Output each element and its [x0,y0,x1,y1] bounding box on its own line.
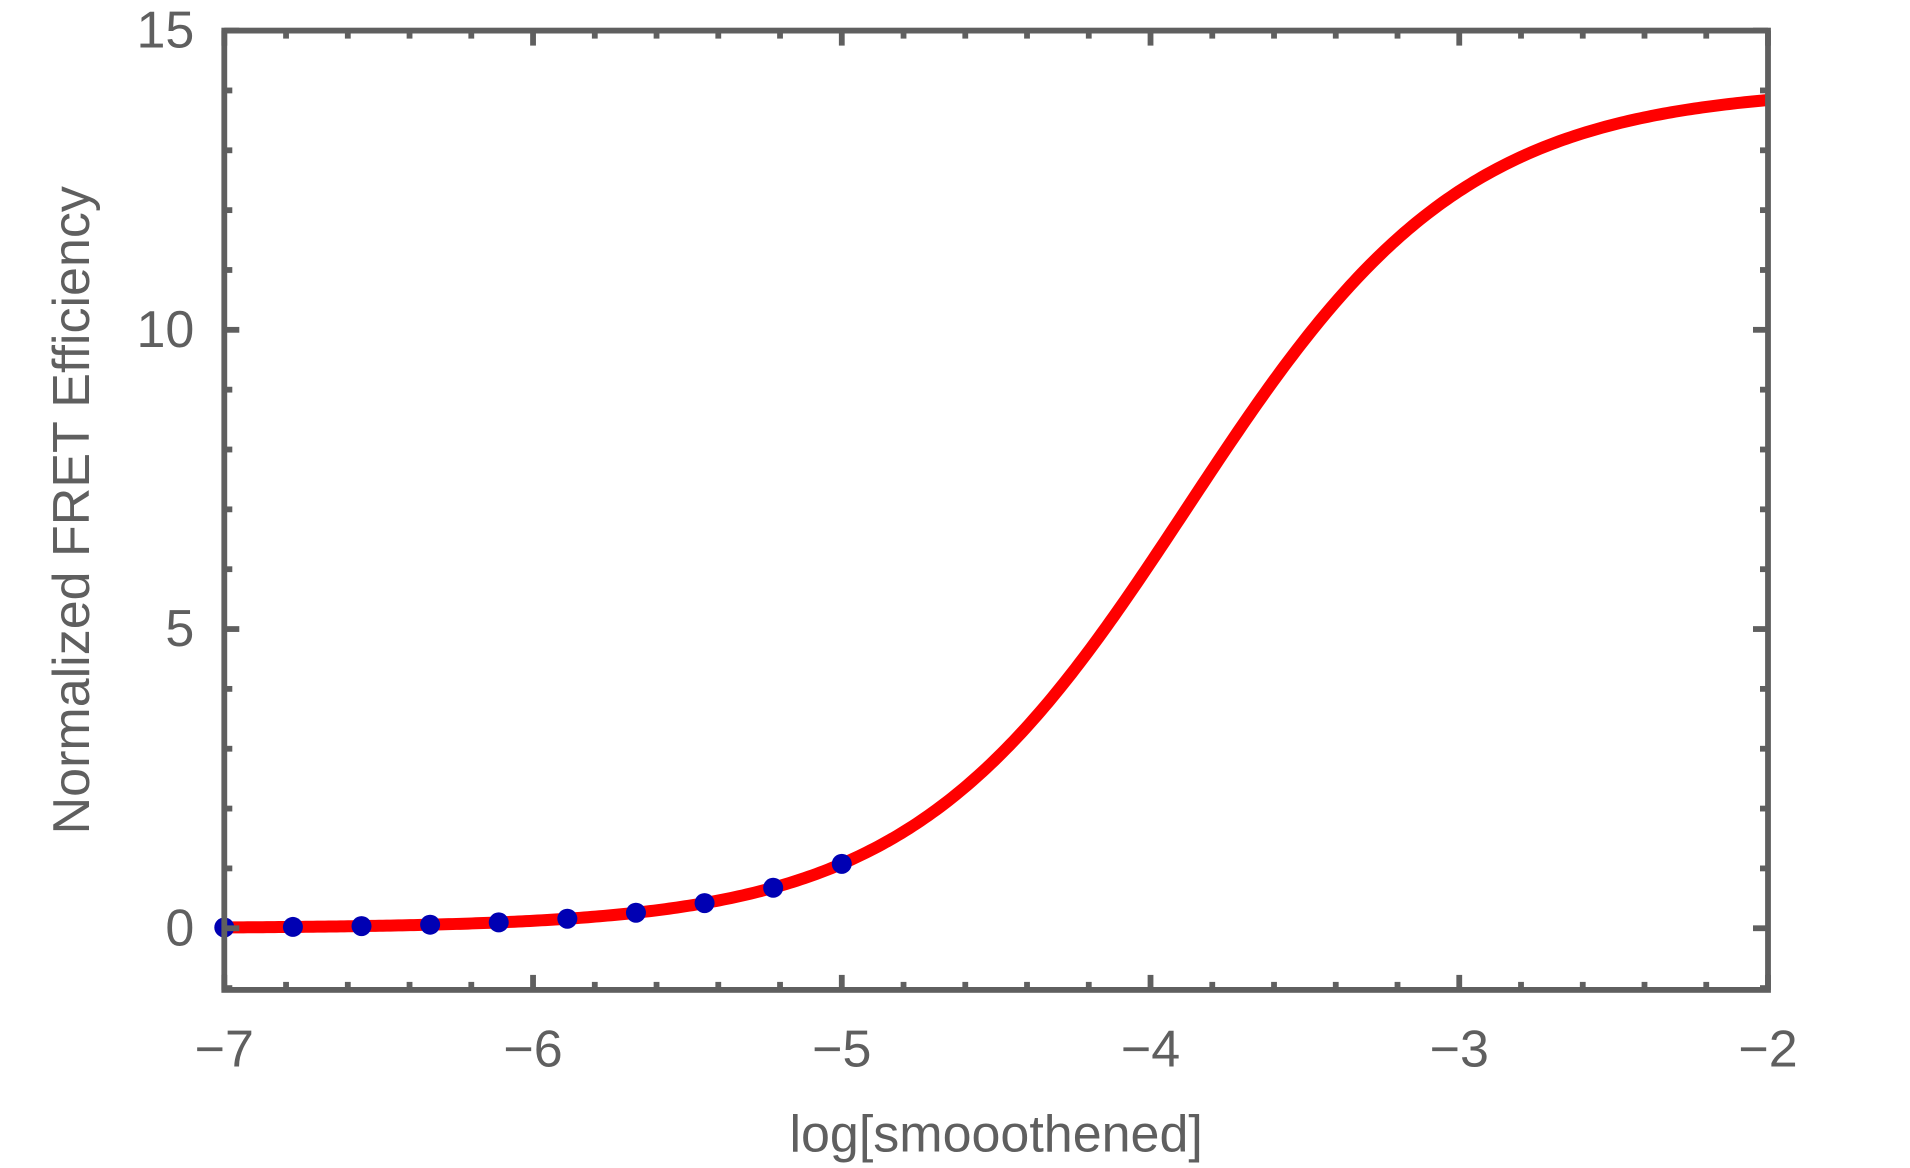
svg-text:−7: −7 [195,1021,254,1079]
svg-text:10: 10 [136,301,194,359]
svg-text:15: 15 [136,2,194,60]
svg-text:0: 0 [165,899,194,957]
svg-text:−5: −5 [812,1021,871,1079]
svg-text:−3: −3 [1430,1021,1489,1079]
svg-text:5: 5 [165,600,194,658]
svg-text:log[smooothened]: log[smooothened] [789,1106,1202,1164]
svg-text:−6: −6 [503,1021,562,1079]
svg-text:−2: −2 [1738,1021,1797,1079]
svg-text:−4: −4 [1121,1021,1180,1079]
svg-text:Normalized FRET Efficiency: Normalized FRET Efficiency [43,186,101,834]
